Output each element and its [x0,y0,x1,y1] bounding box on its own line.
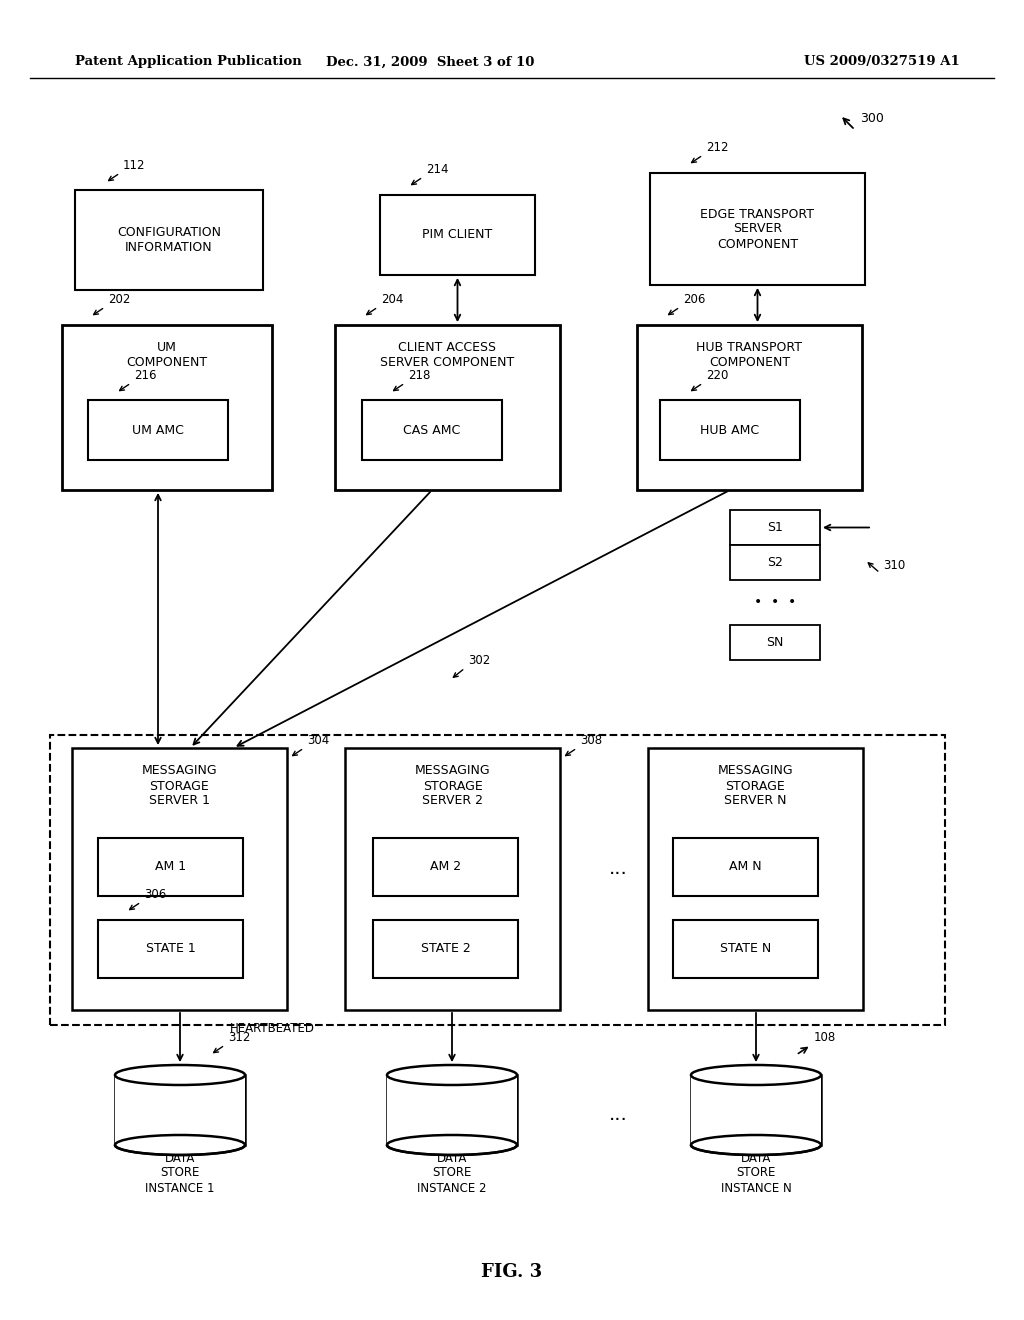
Bar [335,325,560,490]
Text: 312: 312 [228,1031,251,1044]
Bar [373,920,518,978]
Bar [345,748,560,1010]
Text: 300: 300 [860,111,884,124]
Text: DATA
STORE
INSTANCE 2: DATA STORE INSTANCE 2 [417,1151,486,1195]
Text: 304: 304 [307,734,330,747]
Text: 212: 212 [706,141,728,154]
Text: HUB AMC: HUB AMC [700,424,760,437]
Text: Patent Application Publication: Patent Application Publication [75,55,302,69]
Bar [650,173,865,285]
Text: STATE 1: STATE 1 [145,942,196,956]
Text: 204: 204 [381,293,403,306]
Text: 112: 112 [123,158,145,172]
Bar [50,735,945,1026]
Bar [98,838,243,896]
Text: SN: SN [766,636,783,649]
Text: CAS AMC: CAS AMC [403,424,461,437]
Text: ...: ... [608,858,628,878]
Ellipse shape [115,1135,245,1155]
Ellipse shape [115,1065,245,1085]
Text: DATA
STORE
INSTANCE 1: DATA STORE INSTANCE 1 [145,1151,215,1195]
Bar [673,838,818,896]
Text: 308: 308 [580,734,602,747]
Text: 310: 310 [883,558,905,572]
Ellipse shape [387,1135,517,1155]
Text: FIG. 3: FIG. 3 [481,1263,543,1280]
Text: •  •  •: • • • [754,595,796,609]
Text: 108: 108 [814,1031,837,1044]
Text: 206: 206 [683,293,706,306]
Text: 202: 202 [108,293,130,306]
Text: S1: S1 [767,521,783,535]
Text: 306: 306 [144,888,166,902]
Text: 302: 302 [468,653,490,667]
Text: 216: 216 [134,370,157,381]
Bar [730,545,820,579]
Ellipse shape [387,1065,517,1085]
Text: STATE 2: STATE 2 [421,942,470,956]
Text: HUB TRANSPORT
COMPONENT: HUB TRANSPORT COMPONENT [696,341,803,370]
Bar [98,920,243,978]
Text: AM N: AM N [729,861,762,874]
Bar [660,400,800,459]
Bar [362,400,502,459]
Bar [373,838,518,896]
Text: HEARTBEATED: HEARTBEATED [230,1022,315,1035]
Text: S2: S2 [767,556,783,569]
Bar [62,325,272,490]
Ellipse shape [691,1135,821,1155]
Text: AM 2: AM 2 [430,861,461,874]
Text: MESSAGING
STORAGE
SERVER 2: MESSAGING STORAGE SERVER 2 [415,764,490,808]
Text: MESSAGING
STORAGE
SERVER 1: MESSAGING STORAGE SERVER 1 [141,764,217,808]
Bar [115,1074,245,1144]
Text: STATE N: STATE N [720,942,771,956]
Text: UM
COMPONENT: UM COMPONENT [126,341,208,370]
Bar [730,624,820,660]
Text: ...: ... [608,1106,628,1125]
Bar [72,748,287,1010]
Text: 218: 218 [408,370,430,381]
Text: US 2009/0327519 A1: US 2009/0327519 A1 [804,55,961,69]
Text: CONFIGURATION
INFORMATION: CONFIGURATION INFORMATION [117,226,221,253]
Text: CLIENT ACCESS
SERVER COMPONENT: CLIENT ACCESS SERVER COMPONENT [380,341,515,370]
Bar [673,920,818,978]
Text: MESSAGING
STORAGE
SERVER N: MESSAGING STORAGE SERVER N [718,764,794,808]
Text: 220: 220 [706,370,728,381]
Text: EDGE TRANSPORT
SERVER
COMPONENT: EDGE TRANSPORT SERVER COMPONENT [700,207,814,251]
Ellipse shape [691,1065,821,1085]
Bar [637,325,862,490]
Text: Dec. 31, 2009  Sheet 3 of 10: Dec. 31, 2009 Sheet 3 of 10 [326,55,535,69]
Text: DATA
STORE
INSTANCE N: DATA STORE INSTANCE N [721,1151,792,1195]
Text: 214: 214 [426,162,449,176]
Text: UM AMC: UM AMC [132,424,184,437]
Bar [730,510,820,545]
Text: AM 1: AM 1 [155,861,186,874]
Text: PIM CLIENT: PIM CLIENT [422,228,493,242]
Bar [75,190,263,290]
Bar [380,195,535,275]
Bar [691,1074,821,1144]
Bar [88,400,228,459]
Bar [387,1074,517,1144]
Bar [648,748,863,1010]
